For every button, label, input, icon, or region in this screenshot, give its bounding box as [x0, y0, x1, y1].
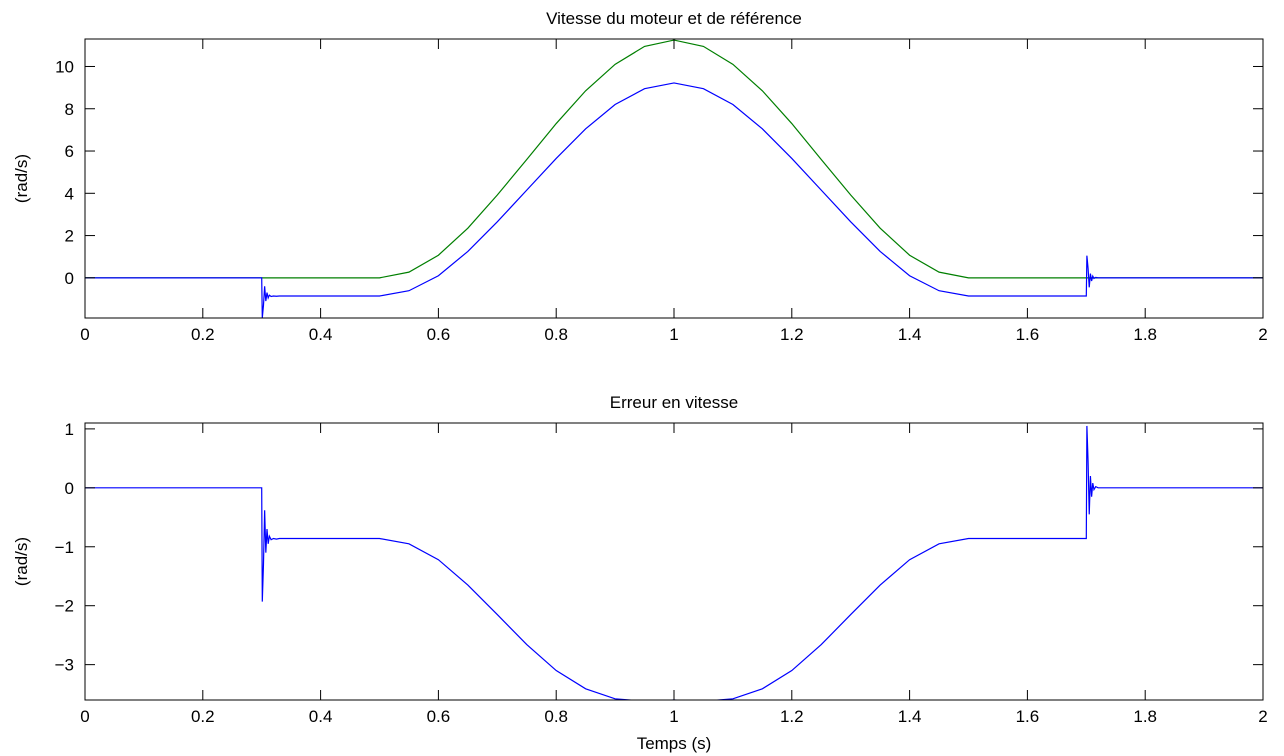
top-chart-x-tick-label: 0 — [80, 325, 89, 344]
top-chart-y-tick-label: 2 — [65, 227, 74, 246]
bottom-chart-x-tick-label: 1.8 — [1133, 707, 1157, 726]
bottom-chart-x-tick-label: 2 — [1258, 707, 1267, 726]
top-chart-ylabel: (rad/s) — [12, 154, 31, 203]
top-chart-x-tick-label: 0.4 — [309, 325, 333, 344]
bottom-chart-x-tick-label: 1 — [669, 707, 678, 726]
bottom-chart-y-tick-label: 1 — [65, 420, 74, 439]
top-chart-x-tick-label: 0.8 — [544, 325, 568, 344]
bottom-chart-x-tick-label: 1.4 — [898, 707, 922, 726]
top-chart-y-tick-label: 0 — [65, 269, 74, 288]
bottom-chart-x-tick-label: 0.6 — [427, 707, 451, 726]
bottom-chart-x-tick-label: 0 — [80, 707, 89, 726]
top-chart-x-tick-label: 1 — [669, 325, 678, 344]
bottom-chart-x-tick-label: 1.6 — [1016, 707, 1040, 726]
bottom-chart-series-0 — [85, 425, 1263, 700]
bottom-chart-x-tick-label: 0.8 — [544, 707, 568, 726]
top-chart-x-tick-label: 1.6 — [1016, 325, 1040, 344]
top-chart-x-tick-label: 1.4 — [898, 325, 922, 344]
bottom-chart-title: Erreur en vitesse — [610, 393, 739, 412]
top-chart-x-tick-label: 0.2 — [191, 325, 215, 344]
top-chart-y-tick-label: 10 — [55, 57, 74, 76]
bottom-chart-ylabel: (rad/s) — [12, 537, 31, 586]
bottom-chart-x-tick-label: 1.2 — [780, 707, 804, 726]
top-chart-series-1 — [85, 82, 1263, 318]
bottom-chart-y-tick-label: 0 — [65, 479, 74, 498]
bottom-chart-panel: Erreur en vitesse (rad/s) Temps (s) 0 0.2… — [12, 393, 1268, 753]
top-chart-x-tick-label: 2 — [1258, 325, 1267, 344]
top-chart-y-tick-label: 4 — [65, 184, 74, 203]
top-chart-x-tick-label: 1.2 — [780, 325, 804, 344]
top-chart-x-tick-label: 0.6 — [427, 325, 451, 344]
top-chart-series-0 — [85, 39, 1263, 279]
top-chart-y-tick-label: 8 — [65, 100, 74, 119]
bottom-chart-x-tick-label: 0.4 — [309, 707, 333, 726]
bottom-chart-x-tick-label: 0.2 — [191, 707, 215, 726]
bottom-chart-y-tick-label: −1 — [55, 538, 74, 557]
bottom-chart-xlabel: Temps (s) — [637, 734, 712, 753]
top-chart-panel: Vitesse du moteur et de référence (rad/s… — [12, 9, 1268, 344]
top-chart-title: Vitesse du moteur et de référence — [546, 9, 802, 28]
top-chart-y-tick-label: 6 — [65, 142, 74, 161]
top-chart-x-tick-label: 1.8 — [1133, 325, 1157, 344]
bottom-chart-y-tick-label: −3 — [55, 656, 74, 675]
bottom-chart-y-tick-label: −2 — [55, 597, 74, 616]
